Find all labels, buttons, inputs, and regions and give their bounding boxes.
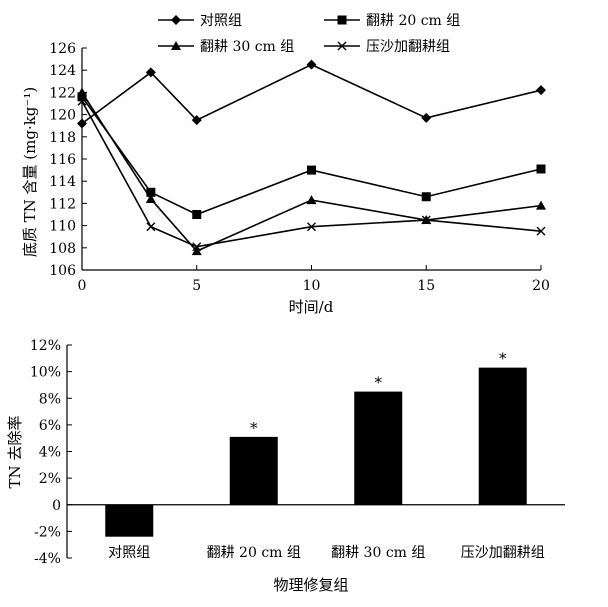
line-y-tick-label: 112	[49, 196, 76, 212]
line-series-2	[81, 96, 542, 216]
bar-y-tick-label: 12%	[30, 338, 61, 354]
bar-category-label: 对照组	[108, 545, 150, 561]
bar-significance-marker: *	[375, 374, 383, 392]
legend-label-1: 对照组	[200, 13, 242, 29]
legend-marker-4	[337, 41, 347, 51]
line-series-2-point	[421, 192, 431, 202]
line-y-tick-label: 124	[49, 63, 76, 79]
line-series-1-point	[306, 59, 317, 70]
bar-category-label: 压沙加翻耕组	[461, 544, 545, 561]
line-series-3-point	[191, 246, 202, 256]
bar-翻耕-30-cm-组	[354, 391, 403, 505]
line-series-1-point	[191, 115, 202, 126]
line-series-4	[81, 100, 542, 248]
legend-label-4: 压沙加翻耕组	[366, 38, 450, 55]
line-series-1-point	[536, 85, 546, 96]
bar-significance-marker: *	[499, 350, 507, 368]
line-series-3	[81, 91, 542, 253]
legend-marker-3	[171, 41, 181, 50]
line-series-4-point	[192, 242, 202, 252]
line-x-tick-label: 20	[532, 278, 550, 294]
line-series-3-point	[306, 195, 317, 205]
line-series-3-point	[77, 87, 87, 97]
line-y-axis-title: 底质 TN 含量 (mg·kg⁻¹)	[21, 87, 39, 257]
line-y-tick-label: 120	[49, 108, 76, 124]
line-y-tick-label: 114	[49, 174, 76, 190]
line-series-4-point	[307, 222, 316, 232]
bar-y-tick-label: 2%	[39, 471, 61, 487]
line-y-tick-label: 108	[49, 241, 76, 257]
line-y-tick-label: 126	[49, 41, 76, 57]
bar-y-tick-label: -2%	[34, 524, 61, 540]
line-series-1-point	[77, 118, 87, 129]
line-series-4-point	[146, 222, 156, 232]
line-series-3-point	[145, 193, 156, 203]
legend-label-3: 翻耕 30 cm 组	[200, 38, 294, 55]
bar-y-tick-label: 10%	[30, 365, 61, 381]
bar-category-label: 翻耕 20 cm 组	[207, 544, 301, 561]
line-series-1	[81, 63, 542, 125]
line-y-tick-label: 106	[49, 263, 76, 279]
bar-y-tick-label: 6%	[39, 418, 61, 434]
line-series-3-point	[536, 200, 546, 210]
line-series-4-point	[536, 226, 546, 236]
bar-对照组	[105, 504, 154, 537]
bar-翻耕-20-cm-组	[229, 436, 278, 505]
line-series-2-point	[192, 210, 202, 219]
bar-category-label: 翻耕 30 cm 组	[331, 544, 425, 561]
bar-x-axis-title: 物理修复组	[273, 576, 348, 594]
line-y-tick-label: 110	[49, 219, 76, 235]
line-y-tick-label: 116	[49, 152, 76, 168]
bar-y-axis-title: TN 去除率	[6, 416, 24, 489]
line-series-4-point	[421, 215, 431, 225]
line-series-2-point	[536, 164, 546, 174]
bar-压沙加翻耕组	[478, 367, 527, 505]
line-series-1-point	[145, 67, 156, 78]
line-series-2-point	[307, 165, 316, 175]
line-y-tick-label: 118	[49, 130, 76, 146]
bar-y-tick-label: 8%	[39, 391, 61, 407]
line-x-tick-label: 10	[303, 278, 321, 294]
line-x-axis-title: 时间/d	[289, 298, 334, 316]
legend-label-2: 翻耕 20 cm 组	[366, 12, 460, 29]
line-series-2-point	[77, 92, 87, 102]
line-x-tick-label: 5	[192, 278, 201, 294]
line-series-4-point	[77, 96, 87, 106]
line-series-2-point	[146, 187, 156, 197]
line-x-tick-label: 0	[78, 278, 87, 294]
legend-marker-1	[171, 15, 181, 25]
bar-significance-marker: *	[250, 419, 258, 437]
legend-marker-2	[337, 15, 347, 25]
line-y-tick-label: 122	[49, 85, 76, 101]
line-series-1-point	[421, 112, 432, 123]
bar-y-tick-label: -4%	[34, 551, 61, 567]
bar-y-tick-label: 4%	[39, 445, 61, 461]
bar-y-tick-label: 0	[52, 498, 61, 514]
line-x-tick-label: 15	[417, 278, 435, 294]
